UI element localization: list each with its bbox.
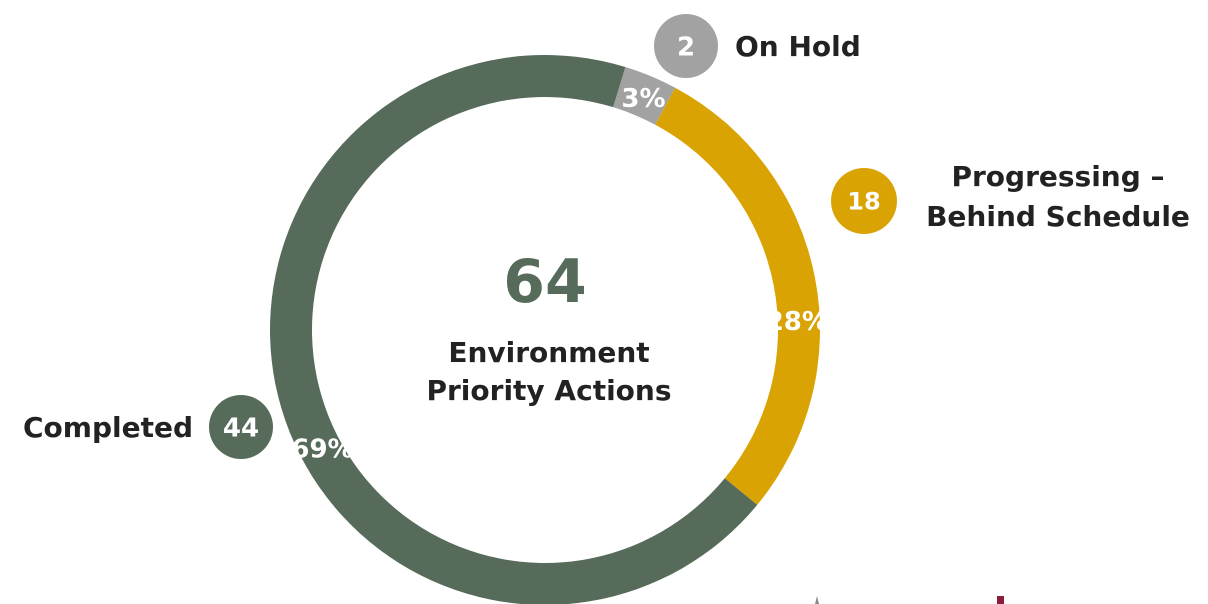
center-total: 64: [503, 247, 587, 317]
count-bubble: [654, 14, 718, 78]
legend-label-line-1: Completed: [23, 411, 193, 444]
percent-label-completed: 69%: [291, 434, 353, 464]
count-bubble-value: 18: [847, 188, 880, 216]
legend-item-progressing-behind-schedule: 18 Progressing – Behind Schedule: [831, 160, 1190, 234]
donut-slice-on-hold: [613, 67, 676, 125]
center-caption-line-2: Priority Actions: [426, 374, 671, 407]
legend-label-line-1: Progressing –: [951, 160, 1164, 193]
center-label: 64 Environment Priority Actions: [426, 247, 671, 407]
legend-label-line-1: On Hold: [735, 30, 861, 63]
donut-slice-completed: [270, 55, 758, 604]
donut-slice-progressing-behind-schedule: [655, 87, 820, 505]
count-bubble-value: 2: [677, 32, 695, 62]
slices-layer: [270, 55, 820, 604]
cropped-mark-gray: [815, 596, 819, 604]
percent-label-on-hold: 3%: [621, 84, 665, 114]
percent-labels-layer: 69% 3% 28%: [291, 84, 828, 464]
legend-item-on-hold: 2 On Hold: [654, 14, 861, 78]
legend-item-completed: 44 Completed: [23, 395, 273, 459]
cropped-mark-maroon: [997, 596, 1004, 604]
percent-label-progressing-behind-schedule: 28%: [766, 307, 828, 337]
count-bubble: [209, 395, 273, 459]
center-caption-line-1: Environment: [448, 336, 649, 369]
legend-label-line-2: Behind Schedule: [926, 200, 1190, 233]
count-bubble: [831, 168, 897, 234]
count-bubble-value: 44: [223, 413, 259, 443]
legend-layer: 44 Completed 2 On Hold 18 Progressing – Behind…: [23, 14, 1190, 459]
